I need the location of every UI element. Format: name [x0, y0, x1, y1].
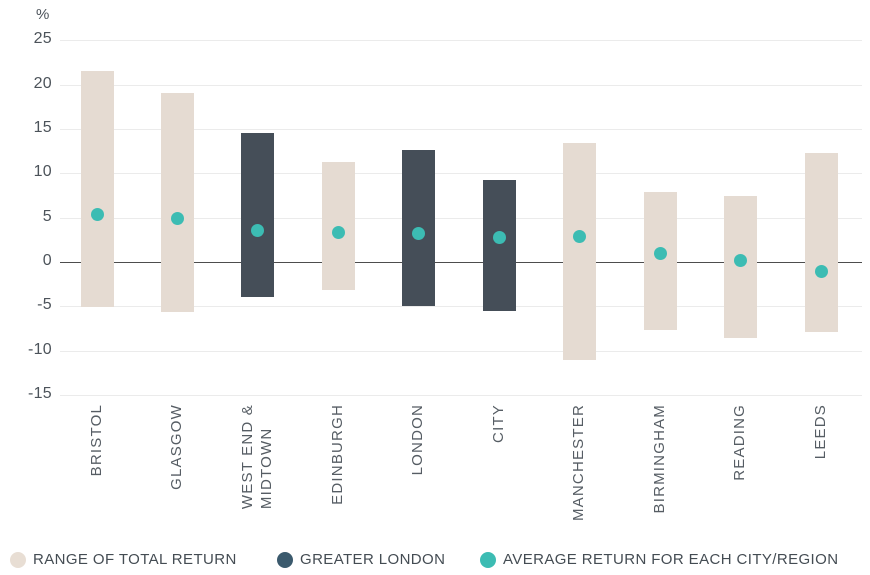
category-label: READING	[731, 404, 749, 481]
category-label: LEEDS	[811, 404, 829, 460]
average-return-dot	[331, 226, 345, 240]
gridline	[60, 173, 862, 175]
average-return-dot	[734, 253, 748, 267]
greater-london-range-bar	[482, 180, 516, 311]
category-label: GLASGOW	[168, 404, 186, 490]
category-label: MANCHESTER	[570, 404, 588, 522]
gridline	[60, 217, 862, 219]
total-return-range-bar	[563, 143, 597, 361]
category-label: CITY	[489, 404, 507, 443]
average-return-dot	[814, 265, 828, 279]
legend-label: AVERAGE RETURN FOR EACH CITY/REGION	[503, 551, 839, 568]
total-return-range-bar	[724, 196, 758, 339]
gridline	[60, 40, 862, 42]
y-axis-unit-label: %	[36, 6, 50, 23]
legend-item-greater-london: GREATER LONDON	[277, 544, 445, 575]
average-return-dot	[251, 223, 265, 237]
category-label: LONDON	[409, 404, 427, 476]
total-return-range-bar	[804, 152, 838, 333]
range-legend-dot-icon	[10, 551, 26, 568]
y-tick-label: -5	[37, 296, 52, 314]
category-label: WEST END & MIDTOWN	[239, 404, 275, 510]
y-tick-label: 15	[33, 118, 52, 136]
average-return-dot	[412, 227, 426, 241]
average-return-dot	[90, 208, 104, 222]
legend-label: RANGE OF TOTAL RETURN	[33, 551, 237, 568]
legend-label: GREATER LONDON	[300, 551, 446, 568]
gridline	[60, 84, 862, 86]
average-return-dot	[492, 230, 506, 244]
y-tick-label: -15	[27, 385, 52, 403]
category-label: BRISTOL	[87, 404, 105, 477]
gridline	[60, 350, 862, 352]
y-tick-label: 10	[33, 163, 52, 181]
gridline	[60, 128, 862, 130]
zero-axis-line	[60, 262, 862, 263]
gridline	[60, 306, 862, 308]
category-label: EDINBURGH	[328, 404, 346, 505]
legend-item-range: RANGE OF TOTAL RETURN	[10, 544, 237, 575]
total-return-range-bar	[643, 191, 677, 331]
greater-london-range-bar	[241, 133, 275, 298]
gridline	[60, 395, 862, 397]
y-tick-label: 0	[42, 252, 52, 269]
y-tick-label: -10	[27, 340, 52, 358]
y-tick-label: 5	[42, 207, 52, 225]
legend-item-average: AVERAGE RETURN FOR EACH CITY/REGION	[480, 544, 838, 575]
average-return-dot	[573, 229, 587, 243]
y-tick-label: 25	[33, 30, 52, 48]
average-return-dot	[653, 246, 667, 260]
average-return-dot	[170, 212, 184, 226]
average-legend-dot-icon	[480, 551, 496, 568]
legend: RANGE OF TOTAL RETURN GREATER LONDON AVE…	[0, 544, 870, 575]
total-return-range-bar	[160, 92, 194, 312]
total-return-range-bar	[321, 161, 355, 291]
y-tick-label: 20	[33, 74, 52, 92]
total-return-range-bar	[80, 71, 114, 308]
category-label: BIRMINGHAM	[650, 404, 668, 514]
greater-london-legend-dot-icon	[277, 551, 293, 568]
